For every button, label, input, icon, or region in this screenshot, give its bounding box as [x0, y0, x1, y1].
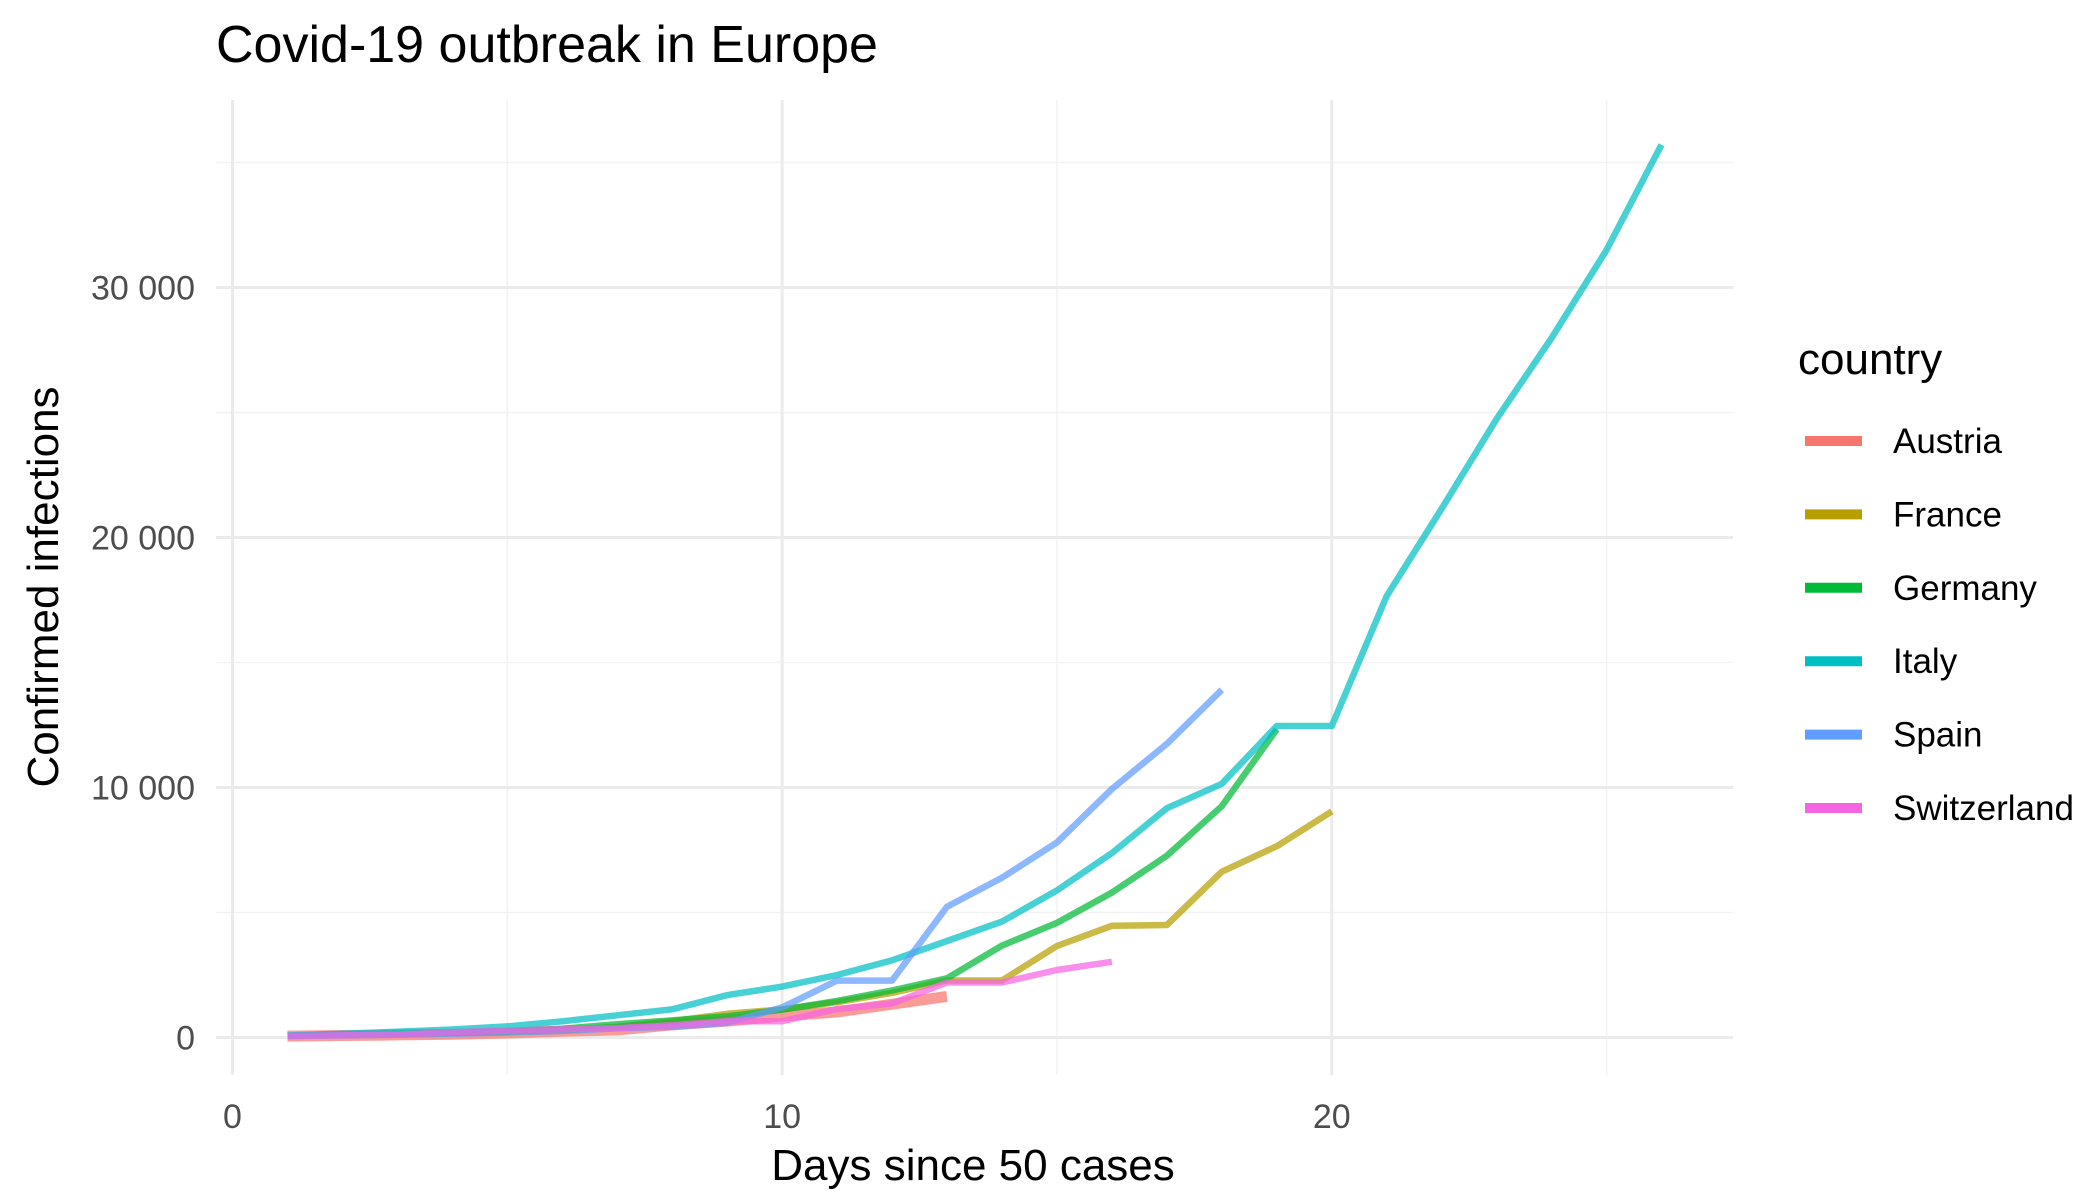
legend-label: Spain [1893, 716, 1983, 755]
legend-label: Austria [1893, 422, 2002, 461]
series-line-spain [287, 687, 1225, 1040]
y-tick-label: 0 [176, 1020, 195, 1058]
x-tick-label: 0 [223, 1098, 242, 1136]
legend-label: Switzerland [1893, 789, 2074, 828]
legend-item-italy: Italy [1805, 642, 1958, 681]
legend-item-spain: Spain [1805, 716, 1983, 755]
y-axis-ticks: 0 10 000 20 000 30 000 [91, 270, 195, 1058]
legend-label: France [1893, 495, 2002, 534]
legend-title: country [1798, 335, 1942, 384]
series-lines [287, 143, 1665, 1042]
x-axis-title: Days since 50 cases [771, 1141, 1175, 1190]
y-tick-label: 10 000 [91, 770, 195, 808]
legend-label: Italy [1893, 642, 1958, 681]
x-axis-ticks: 0 10 20 [223, 1098, 1351, 1136]
legend-items: Austria France Germany Italy Spain Switzerlan… [1805, 422, 2074, 828]
x-tick-label: 10 [763, 1098, 801, 1136]
legend-item-france: France [1805, 495, 2002, 534]
legend-item-austria: Austria [1805, 422, 2002, 461]
y-axis-title: Confirmed infections [19, 386, 68, 787]
y-tick-label: 20 000 [91, 520, 195, 558]
x-tick-label: 20 [1313, 1098, 1351, 1136]
legend: country Austria France Germany Italy Spain Sw… [1798, 335, 2074, 828]
legend-item-switzerland: Switzerland [1805, 789, 2074, 828]
series-line-switzerland [287, 958, 1113, 1040]
legend-item-germany: Germany [1805, 569, 2037, 608]
y-tick-label: 30 000 [91, 270, 195, 308]
legend-label: Germany [1893, 569, 2037, 608]
chart-title: Covid-19 outbreak in Europe [216, 16, 878, 74]
series-line-italy [287, 143, 1665, 1039]
